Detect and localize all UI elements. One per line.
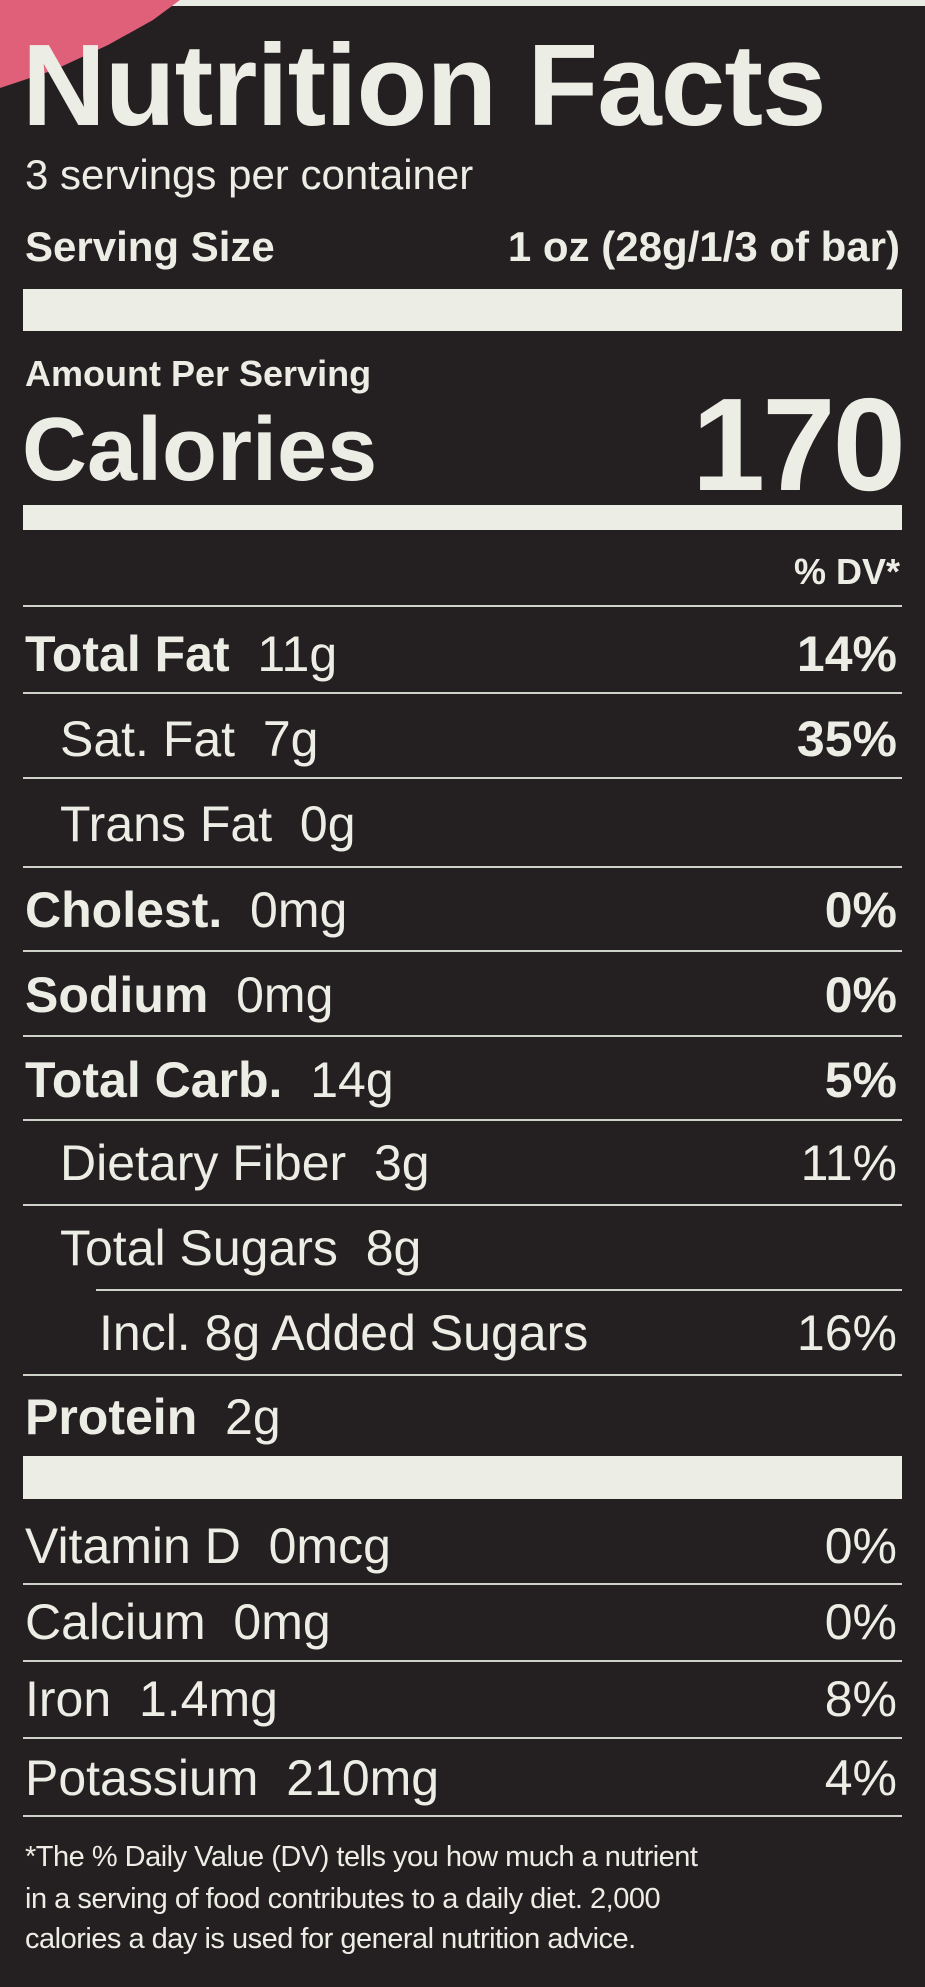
divider	[23, 1815, 902, 1817]
nutrient-row-total-sugars: Total Sugars 8g	[23, 1218, 897, 1278]
divider	[23, 1204, 902, 1206]
vitamin-dv: 0%	[824, 1594, 897, 1650]
serving-size-value: 1 oz (28g/1/3 of bar)	[507, 223, 900, 270]
vitamin-name: Iron	[25, 1671, 112, 1727]
nutrient-amount: 0g	[299, 796, 356, 852]
nutrient-row-added-sugars: Incl. 8g Added Sugars 16%	[23, 1303, 897, 1363]
nutrient-name: Sat. Fat	[60, 711, 236, 767]
vitamin-name: Vitamin D	[25, 1518, 241, 1574]
vitamin-dv: 4%	[824, 1750, 897, 1806]
vitamin-dv: 0%	[824, 1518, 897, 1574]
package-edge	[0, 0, 925, 6]
footnote-line: calories a day is used for general nutri…	[25, 1923, 636, 1955]
vitamin-name: Calcium	[25, 1594, 206, 1650]
nutrient-dv: 35%	[796, 711, 897, 767]
divider	[23, 1119, 902, 1121]
divider	[23, 1374, 902, 1376]
nutrient-amount: 11g	[257, 626, 338, 682]
vitamin-row-calcium: Calcium 0mg 0%	[23, 1592, 897, 1652]
divider	[23, 1583, 902, 1585]
nutrient-row-trans-fat: Trans Fat 0g	[23, 794, 897, 854]
nutrient-dv: 0%	[824, 967, 897, 1023]
nutrient-amount: 3g	[373, 1135, 430, 1191]
nutrient-name: Total Fat	[25, 626, 230, 682]
vitamin-row-potassium: Potassium 210mg 4%	[23, 1748, 897, 1808]
nutrient-name: Total Carb.	[25, 1052, 283, 1108]
thick-divider	[23, 1456, 902, 1499]
label-title: Nutrition Facts	[22, 20, 826, 150]
vitamin-amount: 0mg	[233, 1594, 331, 1650]
nutrient-name: Protein	[25, 1389, 198, 1445]
vitamin-amount: 0mcg	[268, 1518, 391, 1574]
nutrient-dv: 5%	[824, 1052, 897, 1108]
nutrient-row-sat-fat: Sat. Fat 7g 35%	[23, 709, 897, 769]
divider	[23, 866, 902, 868]
nutrient-row-protein: Protein 2g	[23, 1387, 897, 1447]
nutrient-dv: 14%	[796, 626, 897, 682]
vitamin-name: Potassium	[25, 1750, 259, 1806]
footnote-line: in a serving of food contributes to a da…	[25, 1883, 661, 1915]
vitamin-row-iron: Iron 1.4mg 8%	[23, 1669, 897, 1729]
divider	[23, 692, 902, 694]
nutrient-dv: 11%	[800, 1135, 897, 1191]
nutrient-dv: 16%	[796, 1305, 897, 1361]
nutrient-row-total-carb: Total Carb. 14g 5%	[23, 1050, 897, 1110]
amount-per-serving: Amount Per Serving	[25, 353, 372, 394]
nutrient-amount: 0mg	[250, 882, 348, 938]
daily-value-header: % DV*	[793, 551, 900, 592]
serving-size-label: Serving Size	[25, 223, 275, 270]
medium-divider	[23, 505, 902, 530]
nutrient-row-cholesterol: Cholest. 0mg 0%	[23, 880, 897, 940]
divider	[23, 1737, 902, 1739]
divider	[23, 605, 902, 607]
nutrient-row-total-fat: Total Fat 11g 14%	[23, 624, 897, 684]
nutrient-amount: 2g	[225, 1389, 281, 1445]
nutrient-name: Total Sugars	[60, 1220, 338, 1276]
calories-label: Calories	[22, 400, 378, 500]
divider	[96, 1289, 902, 1291]
nutrient-row-dietary-fiber: Dietary Fiber 3g 11%	[23, 1133, 897, 1193]
divider	[23, 1035, 902, 1037]
divider	[23, 1660, 902, 1662]
divider	[23, 950, 902, 952]
divider	[23, 777, 902, 779]
nutrient-name: Incl. 8g Added Sugars	[99, 1305, 589, 1361]
vitamin-dv: 8%	[824, 1671, 897, 1727]
servings-per-container: 3 servings per container	[25, 151, 474, 198]
nutrient-amount: 8g	[365, 1220, 422, 1276]
vitamin-row-vitamin-d: Vitamin D 0mcg 0%	[23, 1516, 897, 1576]
nutrient-amount: 14g	[310, 1052, 394, 1108]
nutrient-row-sodium: Sodium 0mg 0%	[23, 965, 897, 1025]
footnote-line: *The % Daily Value (DV) tells you how mu…	[25, 1841, 698, 1873]
nutrient-name: Trans Fat	[60, 796, 273, 852]
nutrient-name: Sodium	[25, 967, 209, 1023]
nutrient-amount: 7g	[262, 711, 319, 767]
calories-value: 170	[691, 371, 906, 518]
nutrient-amount: 0mg	[236, 967, 334, 1023]
vitamin-amount: 210mg	[286, 1750, 440, 1806]
nutrient-dv: 0%	[824, 882, 897, 938]
nutrient-name: Cholest.	[25, 882, 223, 938]
thick-divider	[23, 289, 902, 331]
nutrient-name: Dietary Fiber	[60, 1135, 347, 1191]
vitamin-amount: 1.4mg	[138, 1671, 278, 1727]
